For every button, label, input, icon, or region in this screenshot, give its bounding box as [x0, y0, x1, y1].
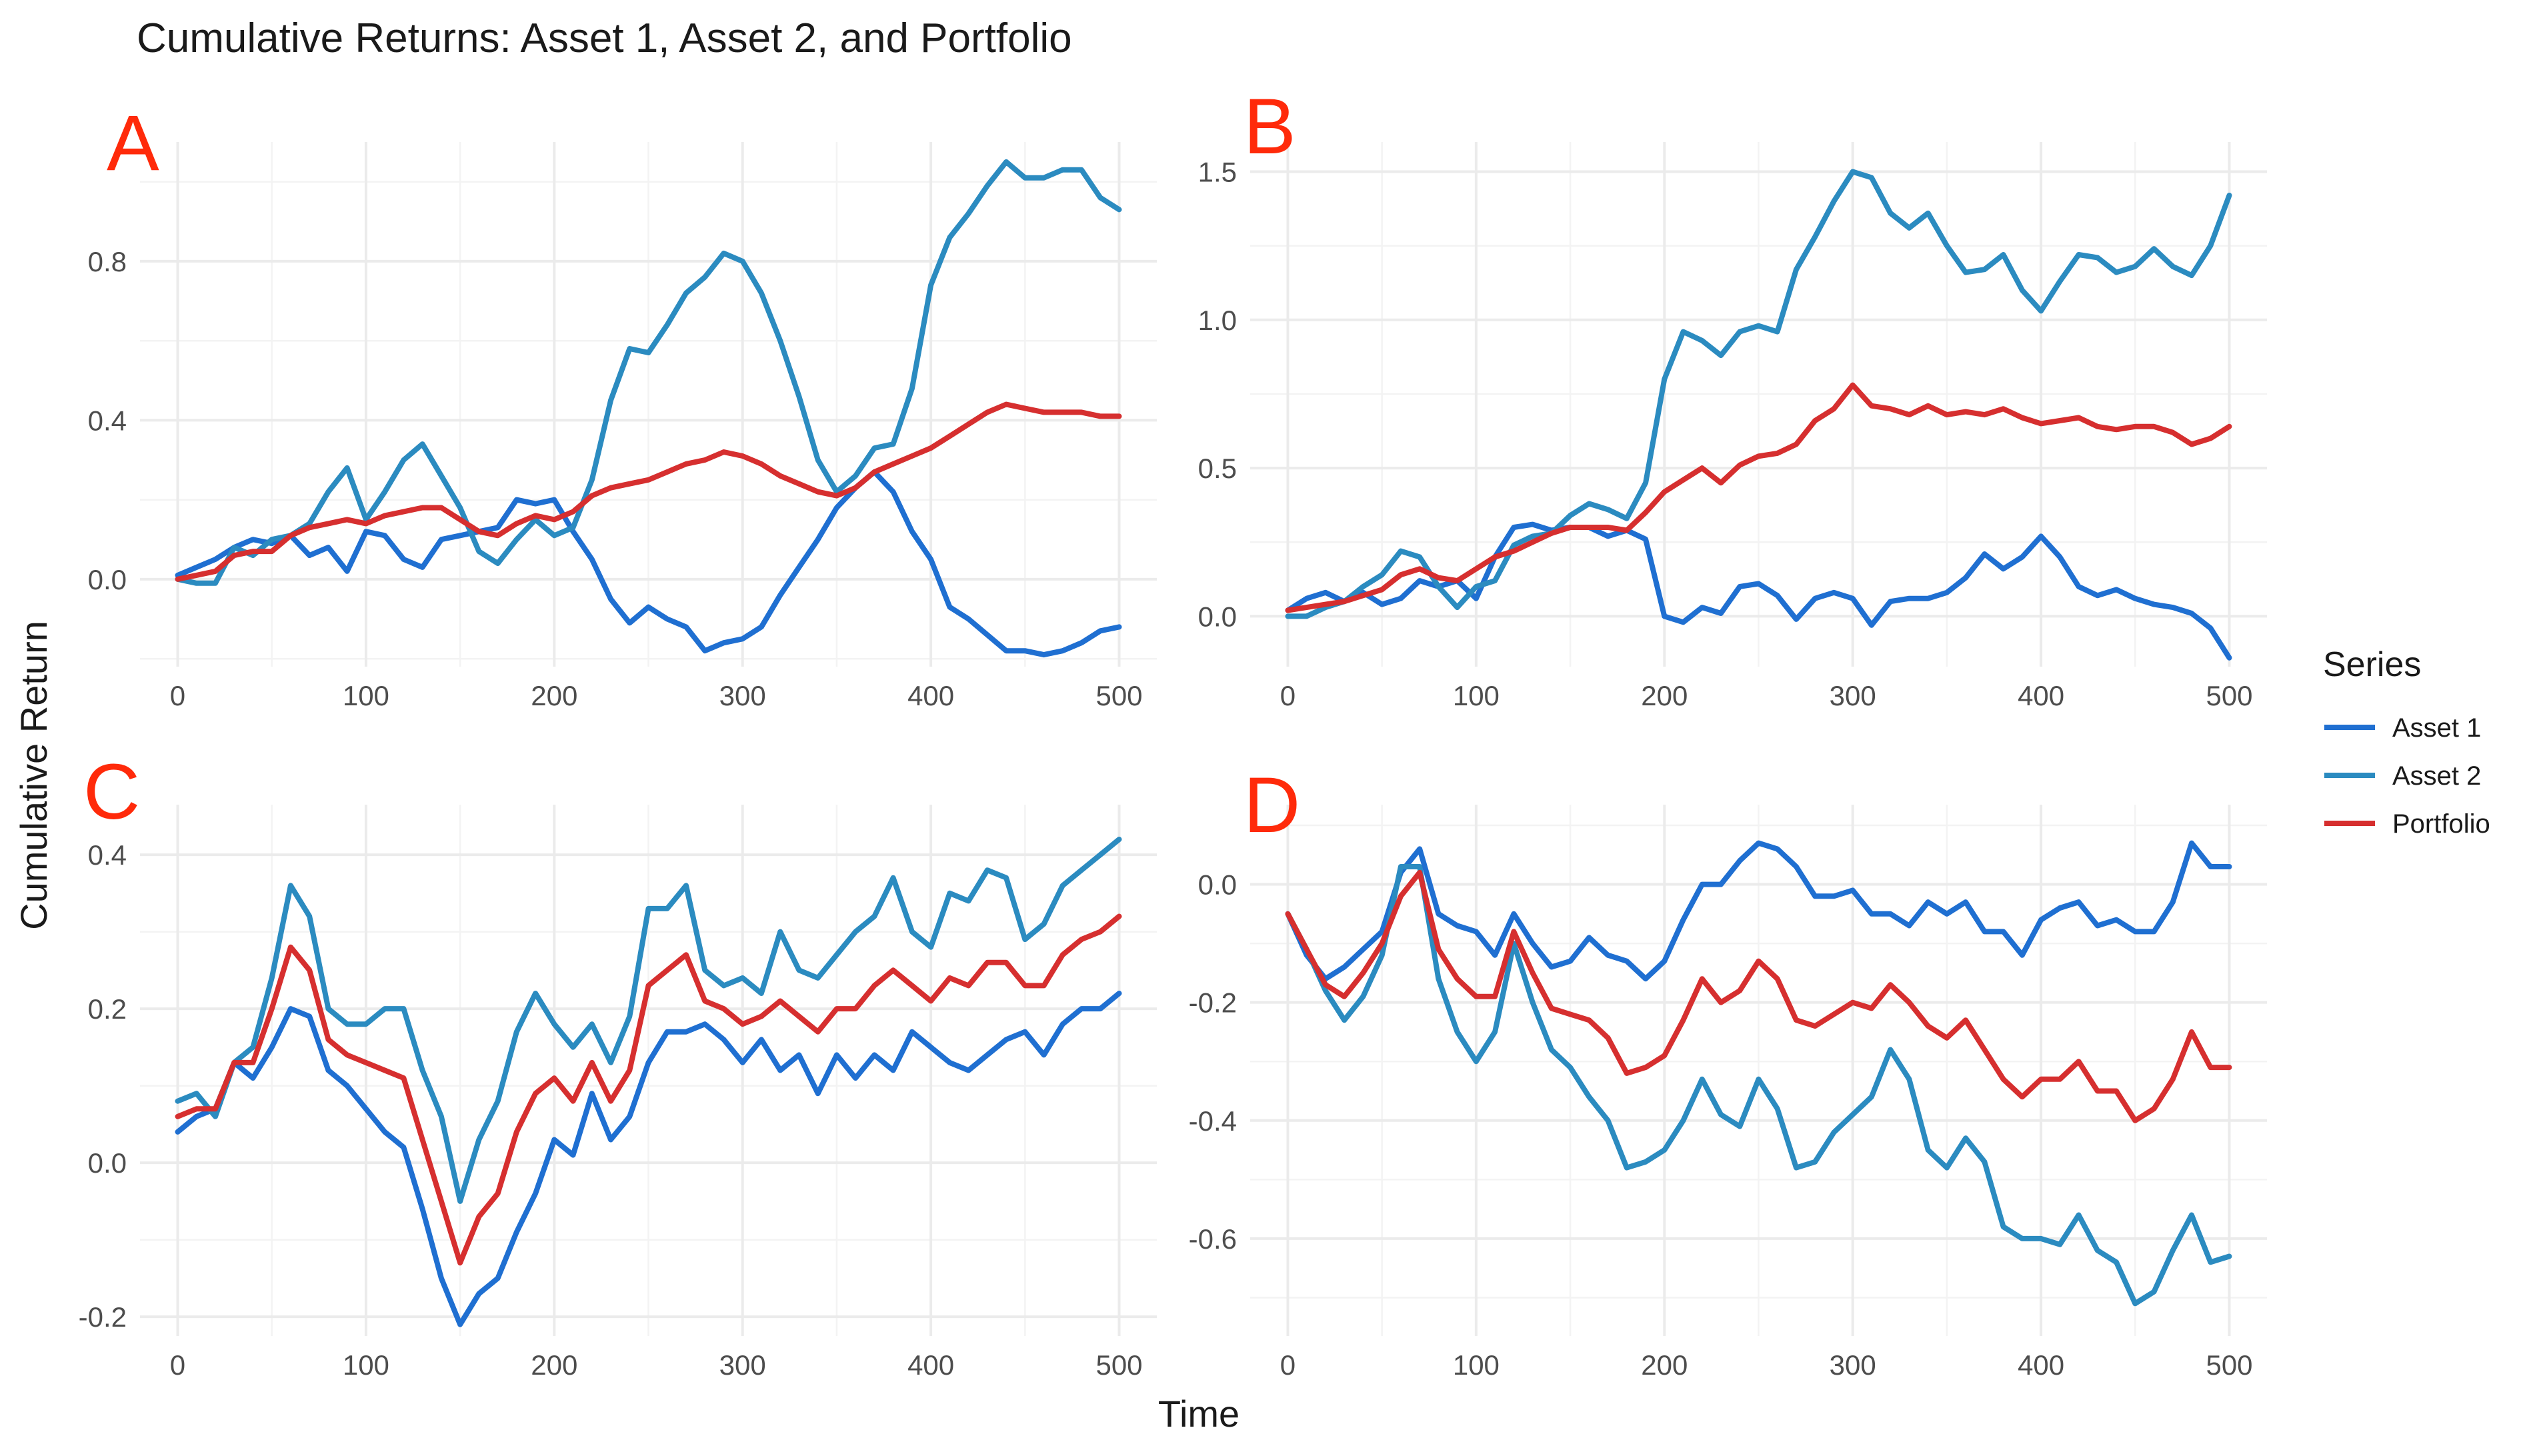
panel-b-y-tick-label: 1.5 — [1198, 156, 1237, 187]
panel-a-label: A — [107, 99, 159, 187]
panel-d-x-tick-label: 200 — [1641, 1349, 1688, 1381]
panel-b-y-tick-label: 0.5 — [1198, 453, 1237, 484]
panel-a-x-tick-label: 0 — [170, 680, 185, 711]
panel-c-x-tick-label: 500 — [1095, 1349, 1142, 1381]
panel-c-y-tick-label: 0.2 — [88, 993, 127, 1025]
panel-c-line-asset-1 — [175, 991, 1122, 1327]
panel-c-x-tick-label: 0 — [170, 1349, 185, 1381]
panel-b-x-tick-label: 200 — [1641, 680, 1688, 711]
panel-a: 0 100 200 300 400 500 0.0 0.4 0.8 A — [88, 99, 1157, 711]
panel-c-line-portfolio — [175, 913, 1122, 1266]
panel-a-y-tick-label: 0.4 — [88, 405, 127, 436]
panel-a-y-tick-label: 0.8 — [88, 246, 127, 277]
legend-label-asset-2: Asset 2 — [2392, 761, 2481, 791]
panel-d-x-tick-label: 100 — [1453, 1349, 1500, 1381]
panel-b-x-tick-label: 500 — [2206, 680, 2252, 711]
panel-c-y-tick-label: 0.4 — [88, 839, 127, 871]
y-axis-title: Cumulative Return — [13, 621, 55, 930]
panel-b-y-tick-label: 0.0 — [1198, 601, 1237, 632]
panel-b-label: B — [1243, 83, 1296, 171]
panel-d-y-tick-label: 0.0 — [1198, 869, 1237, 901]
panel-a-line-portfolio — [175, 401, 1122, 582]
panel-d-line-asset-2 — [1285, 864, 2232, 1307]
panel-b-x-tick-label: 0 — [1280, 680, 1296, 711]
panel-b-line-asset-1 — [1285, 521, 2232, 661]
panel-c-y-tick-label: -0.2 — [79, 1301, 127, 1333]
panel-b-line-portfolio — [1285, 382, 2232, 613]
panel-c-y-tick-label: 0.0 — [88, 1147, 127, 1179]
panel-a-x-tick-label: 500 — [1095, 680, 1142, 711]
panel-d-x-tick-label: 0 — [1280, 1349, 1296, 1381]
panels: 0 100 200 300 400 500 0.0 0.4 0.8 A 0 100 200 300 400 5… — [79, 83, 2267, 1381]
panel-c: 0 100 200 300 400 500 -0.2 0.0 0.2 0.4C — [79, 748, 1157, 1381]
panel-c-x-tick-label: 300 — [719, 1349, 766, 1381]
panel-c-x-tick-label: 200 — [531, 1349, 577, 1381]
figure-title: Cumulative Returns: Asset 1, Asset 2, an… — [137, 15, 1072, 61]
panel-b-x-tick-label: 400 — [2018, 680, 2064, 711]
panel-c-label: C — [83, 748, 140, 836]
panel-a-x-tick-label: 400 — [907, 680, 954, 711]
panel-d-x-tick-label: 300 — [1830, 1349, 1876, 1381]
legend-title: Series — [2323, 645, 2421, 684]
panel-a-x-tick-label: 100 — [343, 680, 389, 711]
panel-d: 0 100 200 300 400 500 -0.6 -0.4 -0.2 0.0D — [1189, 761, 2267, 1381]
panel-d-y-tick-label: -0.2 — [1189, 987, 1237, 1019]
panel-d-y-tick-label: -0.4 — [1189, 1105, 1237, 1137]
x-axis-title: Time — [1158, 1393, 1239, 1435]
panel-a-line-asset-2 — [175, 159, 1122, 586]
panel-b: 0 100 200 300 400 500 0.0 0.5 1.0 1.5B — [1198, 83, 2267, 711]
legend-label-asset-1: Asset 1 — [2392, 713, 2481, 743]
panel-d-x-tick-label: 500 — [2206, 1349, 2252, 1381]
panel-c-line-asset-2 — [175, 837, 1122, 1204]
panel-d-y-tick-label: -0.6 — [1189, 1223, 1237, 1255]
panel-b-x-tick-label: 300 — [1830, 680, 1876, 711]
legend: Series Asset 1 Asset 2 Portfolio — [2323, 645, 2490, 839]
panel-b-x-tick-label: 100 — [1453, 680, 1500, 711]
panel-d-label: D — [1243, 761, 1300, 849]
panel-c-x-tick-label: 400 — [907, 1349, 954, 1381]
panel-d-x-tick-label: 400 — [2018, 1349, 2064, 1381]
panel-a-x-tick-label: 300 — [719, 680, 766, 711]
panel-a-y-tick-label: 0.0 — [88, 564, 127, 595]
panel-d-line-portfolio — [1285, 869, 2232, 1123]
panel-a-line-asset-1 — [175, 469, 1122, 658]
panel-b-line-asset-2 — [1285, 169, 2232, 619]
legend-label-portfolio: Portfolio — [2392, 809, 2490, 839]
panel-c-x-tick-label: 100 — [343, 1349, 389, 1381]
panel-d-line-asset-1 — [1285, 840, 2232, 982]
panel-b-y-tick-label: 1.0 — [1198, 305, 1237, 336]
panel-a-x-tick-label: 200 — [531, 680, 577, 711]
